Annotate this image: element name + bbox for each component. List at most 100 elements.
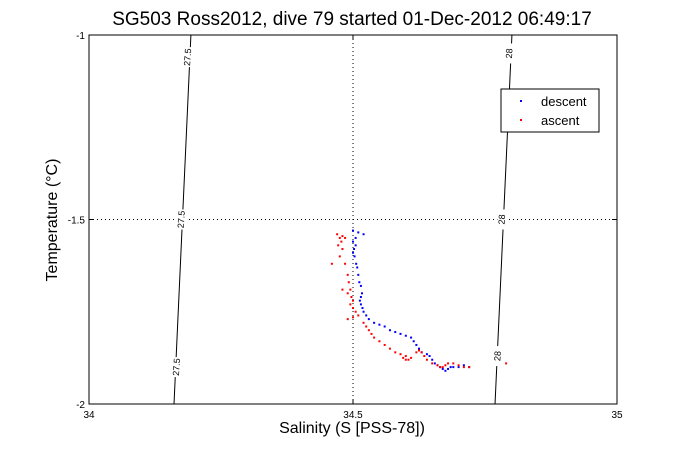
point-descent-37 <box>433 362 436 365</box>
data-points <box>330 229 508 372</box>
point-ascent-31 <box>404 355 407 358</box>
point-ascent-15 <box>349 303 352 306</box>
isopycnal-label-0-0: 27.5 <box>171 358 182 376</box>
point-ascent-7 <box>338 255 341 258</box>
isopycnal-label-0-1: 27.5 <box>176 210 187 228</box>
legend-label-ascent: ascent <box>541 113 580 128</box>
point-ascent-52 <box>330 262 333 265</box>
point-ascent-41 <box>441 366 444 369</box>
point-ascent-13 <box>350 295 353 298</box>
point-ascent-20 <box>346 318 349 321</box>
point-ascent-0 <box>336 233 339 236</box>
point-ascent-34 <box>418 349 420 352</box>
legend-label-descent: descent <box>541 94 587 109</box>
isopycnal-label-bg-0-0 <box>172 357 183 378</box>
point-ascent-8 <box>344 262 347 265</box>
isopycnal-label-bg-1-2 <box>504 43 515 64</box>
point-descent-14 <box>360 292 363 295</box>
point-ascent-35 <box>420 351 423 354</box>
point-ascent-19 <box>352 316 354 319</box>
chart-title: SG503 Ross2012, dive 79 started 01-Dec-2… <box>112 9 592 30</box>
isopycnal-label-bg-1-0 <box>493 346 504 367</box>
point-ascent-46 <box>462 366 465 369</box>
point-ascent-14 <box>352 299 354 302</box>
axis-ticks: 34 34.5 35 -2 -1.5 -1 <box>68 31 623 421</box>
point-ascent-3 <box>344 236 347 239</box>
point-ascent-11 <box>349 288 352 291</box>
point-ascent-1 <box>338 236 341 239</box>
isopycnal-label-bg-1-1 <box>497 209 508 230</box>
point-ascent-5 <box>337 244 340 247</box>
point-ascent-48 <box>404 358 407 361</box>
point-ascent-39 <box>436 364 439 367</box>
point-descent-3 <box>354 236 357 239</box>
y-tick-label-1: -1.5 <box>68 216 86 227</box>
point-descent-21 <box>367 318 370 321</box>
point-descent-32 <box>418 347 420 350</box>
point-descent-16 <box>358 299 361 302</box>
point-ascent-12 <box>346 292 349 295</box>
x-axis-label: Salinity (S [PSS-78]) <box>279 420 425 437</box>
y-tick-label-0: -2 <box>76 400 85 411</box>
point-descent-46 <box>462 364 465 367</box>
point-ascent-25 <box>373 336 376 339</box>
isopycnal-label-bg-0-1 <box>176 209 187 230</box>
point-ascent-44 <box>452 362 455 365</box>
point-ascent-40 <box>439 366 442 369</box>
point-ascent-10 <box>347 281 350 284</box>
point-ascent-49 <box>402 356 405 359</box>
point-ascent-23 <box>367 329 370 332</box>
isopycnal-label-1-2: 28 <box>504 48 515 59</box>
point-descent-34 <box>425 353 428 356</box>
point-ascent-42 <box>444 364 447 367</box>
point-ascent-6 <box>341 248 344 251</box>
point-descent-12 <box>358 281 361 284</box>
point-descent-1 <box>357 231 360 234</box>
legend-marker-ascent <box>520 119 522 121</box>
y-tick-label-2: -1 <box>76 31 85 42</box>
legend-marker-descent <box>520 100 522 102</box>
point-ascent-30 <box>399 353 402 356</box>
point-descent-8 <box>353 255 356 258</box>
point-ascent-43 <box>447 362 450 365</box>
point-ascent-33 <box>415 351 418 354</box>
x-tick-label-2: 35 <box>611 410 623 421</box>
point-ascent-38 <box>431 362 434 365</box>
point-descent-13 <box>359 284 362 287</box>
point-ascent-26 <box>378 340 381 343</box>
point-ascent-22 <box>365 325 368 328</box>
point-ascent-32 <box>410 356 413 359</box>
point-descent-42 <box>447 367 450 370</box>
isopycnal-lines: 27.5 27.5 27.5 28 28 28 <box>171 34 515 405</box>
point-ascent-17 <box>354 310 357 313</box>
point-descent-35 <box>428 355 431 358</box>
point-descent-22 <box>373 321 376 324</box>
point-descent-9 <box>355 262 358 265</box>
point-descent-25 <box>388 329 391 332</box>
point-descent-30 <box>412 340 415 343</box>
y-axis-label: Temperature (°C) <box>44 159 61 282</box>
point-descent-2 <box>362 233 365 236</box>
point-descent-19 <box>362 310 365 313</box>
point-ascent-51 <box>505 362 508 365</box>
point-descent-10 <box>356 266 359 269</box>
point-ascent-9 <box>346 273 349 276</box>
point-descent-6 <box>353 248 356 251</box>
point-descent-7 <box>352 251 354 254</box>
point-descent-15 <box>359 295 362 298</box>
point-descent-27 <box>399 332 402 335</box>
point-ascent-18 <box>357 314 360 317</box>
point-ascent-29 <box>394 351 397 354</box>
point-descent-40 <box>441 367 444 370</box>
point-ascent-2 <box>341 235 344 238</box>
x-tick-label-0: 34 <box>83 410 95 421</box>
point-descent-45 <box>457 366 460 369</box>
point-ascent-47 <box>468 366 471 369</box>
point-descent-24 <box>383 325 386 328</box>
isopycnal-label-1-1: 28 <box>496 214 507 225</box>
x-tick-label-1: 34.5 <box>343 410 363 421</box>
point-ascent-4 <box>340 240 343 243</box>
point-descent-11 <box>357 273 360 276</box>
point-descent-31 <box>415 343 418 346</box>
